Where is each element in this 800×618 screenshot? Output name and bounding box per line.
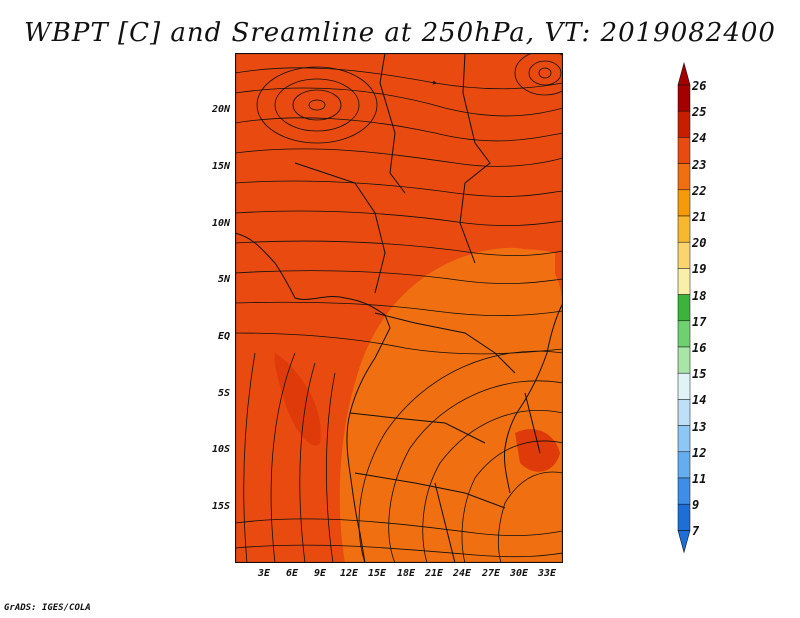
colorbar-label: 24 bbox=[692, 131, 707, 146]
x-tick-label: 24E bbox=[452, 568, 472, 579]
x-tick-label: 6E bbox=[285, 568, 299, 579]
x-tick-label: 21E bbox=[424, 568, 444, 579]
colorbar-label: 9 bbox=[692, 498, 700, 513]
colorbar-label: 25 bbox=[692, 105, 707, 120]
coastlines bbox=[235, 53, 563, 563]
colorbar-segment bbox=[677, 241, 691, 269]
y-tick-label: 10N bbox=[211, 218, 230, 229]
colorbar-label: 16 bbox=[692, 341, 707, 355]
y-tick-label: 15N bbox=[211, 161, 230, 172]
x-tick-label: 18E bbox=[396, 568, 416, 579]
colorbar-label: 12 bbox=[692, 445, 707, 460]
colorbar-segment bbox=[677, 346, 691, 374]
map-plot bbox=[235, 53, 563, 563]
colorbar-label: 17 bbox=[692, 314, 707, 329]
credit-text: GrADS: IGES/COLA bbox=[4, 603, 91, 613]
colorbar-segment bbox=[677, 189, 691, 217]
chart-title: WBPT [C] and Sreamline at 250hPa, VT: 20… bbox=[24, 18, 776, 48]
y-tick-label: 20N bbox=[211, 104, 230, 115]
x-tick-label: 27E bbox=[481, 568, 501, 579]
colorbar-segment bbox=[677, 215, 691, 243]
colorbar-label: 21 bbox=[692, 210, 707, 224]
x-tick-label: 9E bbox=[313, 568, 327, 579]
x-tick-label: 3E bbox=[257, 568, 271, 579]
x-tick-label: 15E bbox=[367, 568, 387, 579]
colorbar-segment bbox=[677, 451, 691, 479]
colorbar-segment bbox=[677, 110, 691, 138]
colorbar-segment bbox=[677, 268, 691, 295]
colorbar-segment bbox=[677, 425, 691, 453]
colorbar-max-arrow bbox=[677, 61, 691, 86]
colorbar-label: 15 bbox=[692, 367, 707, 382]
y-tick-label: EQ bbox=[217, 331, 230, 342]
colorbar-segment bbox=[677, 477, 691, 505]
colorbar-segment bbox=[677, 137, 691, 164]
x-tick-label: 33E bbox=[537, 568, 557, 579]
colorbar-label: 14 bbox=[692, 393, 707, 408]
y-tick-label: 15S bbox=[211, 501, 230, 512]
colorbar-label: 23 bbox=[692, 157, 707, 172]
colorbar-segment bbox=[677, 399, 691, 426]
colorbar-label: 20 bbox=[692, 236, 707, 251]
field-region-23b bbox=[425, 249, 555, 313]
colorbar-segment bbox=[677, 294, 691, 322]
field-region-24b bbox=[515, 429, 560, 472]
colorbar-label: 13 bbox=[692, 419, 707, 434]
x-tick-label: 12E bbox=[339, 568, 359, 579]
colorbar-label: 11 bbox=[692, 472, 707, 486]
colorbar-min-arrow bbox=[677, 530, 691, 554]
field-region-24 bbox=[274, 353, 321, 446]
field-region-23 bbox=[339, 247, 563, 563]
colorbar-segment bbox=[677, 84, 691, 112]
y-tick-label: 10S bbox=[211, 444, 230, 455]
colorbar-label: 26 bbox=[692, 79, 707, 93]
y-tick-label: 5N bbox=[217, 274, 230, 285]
colorbar-segment bbox=[677, 320, 691, 348]
streamlines bbox=[235, 53, 563, 563]
colorbar bbox=[677, 61, 691, 554]
colorbar-label: 18 bbox=[692, 288, 707, 303]
colorbar-label: 19 bbox=[692, 262, 707, 277]
colorbar-segment bbox=[677, 163, 691, 191]
colorbar-label: 7 bbox=[692, 524, 700, 539]
x-tick-label: 30E bbox=[509, 568, 529, 579]
colorbar-segment bbox=[677, 503, 691, 531]
y-tick-label: 5S bbox=[217, 388, 230, 399]
colorbar-segment bbox=[677, 372, 691, 400]
colorbar-label: 22 bbox=[692, 183, 707, 198]
